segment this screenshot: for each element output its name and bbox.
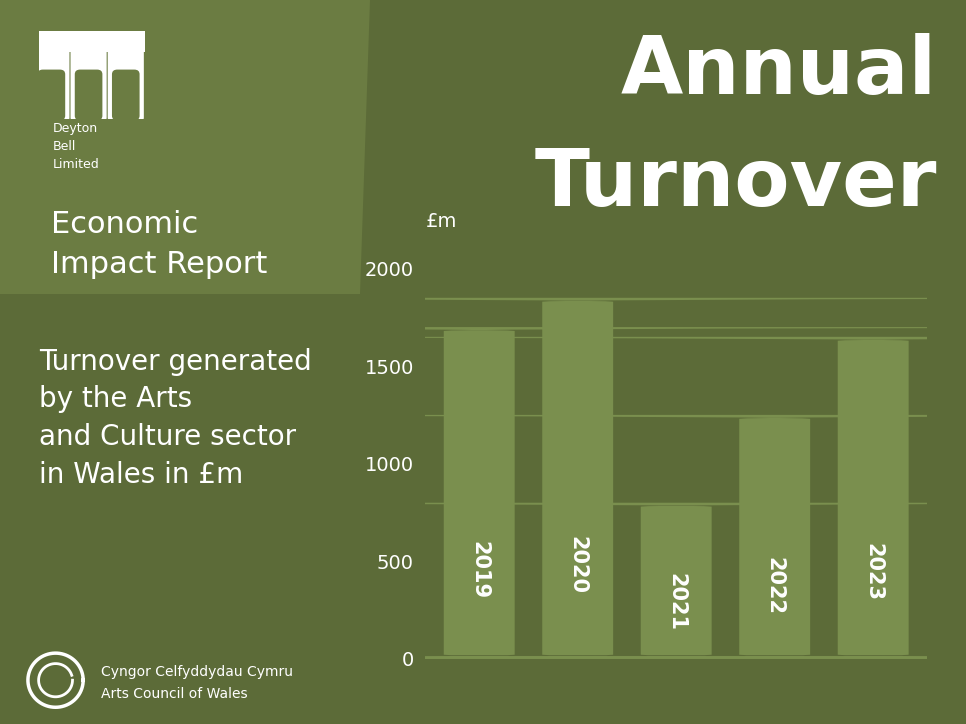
Text: Cyngor Celfyddydau Cymru: Cyngor Celfyddydau Cymru bbox=[101, 665, 294, 679]
Text: 2019: 2019 bbox=[469, 541, 489, 599]
Text: Annual: Annual bbox=[621, 33, 937, 111]
FancyBboxPatch shape bbox=[71, 46, 106, 122]
FancyBboxPatch shape bbox=[0, 502, 966, 659]
FancyBboxPatch shape bbox=[33, 46, 70, 122]
Text: Economic: Economic bbox=[51, 210, 198, 239]
Text: Deyton
Bell
Limited: Deyton Bell Limited bbox=[53, 122, 99, 171]
FancyBboxPatch shape bbox=[38, 70, 66, 120]
Text: £m: £m bbox=[426, 212, 457, 231]
Text: 2020: 2020 bbox=[568, 536, 587, 594]
Text: 2023: 2023 bbox=[864, 543, 883, 601]
FancyBboxPatch shape bbox=[0, 298, 966, 659]
FancyBboxPatch shape bbox=[39, 31, 145, 51]
Polygon shape bbox=[0, 0, 370, 294]
Text: Arts Council of Wales: Arts Council of Wales bbox=[101, 686, 248, 701]
Text: 2022: 2022 bbox=[765, 557, 784, 615]
FancyBboxPatch shape bbox=[112, 70, 139, 120]
FancyBboxPatch shape bbox=[0, 415, 966, 659]
Text: Impact Report: Impact Report bbox=[51, 250, 268, 279]
FancyBboxPatch shape bbox=[108, 46, 144, 122]
Text: Turnover generated
by the Arts
and Culture sector
in Wales in £m: Turnover generated by the Arts and Cultu… bbox=[39, 348, 311, 489]
Text: 2021: 2021 bbox=[667, 573, 686, 631]
Text: Turnover: Turnover bbox=[534, 145, 937, 223]
FancyBboxPatch shape bbox=[74, 70, 102, 120]
FancyBboxPatch shape bbox=[0, 327, 966, 659]
FancyBboxPatch shape bbox=[0, 337, 966, 659]
